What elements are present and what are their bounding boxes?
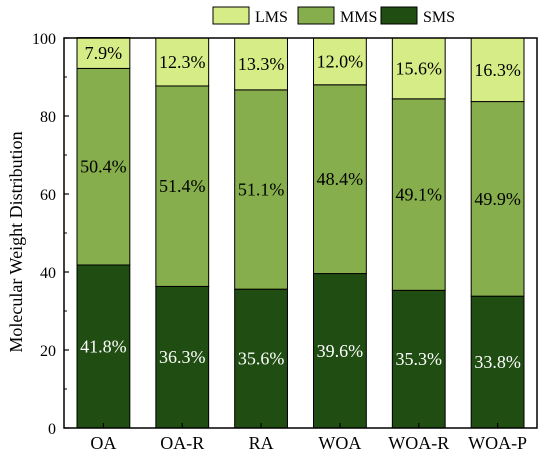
legend-label-mms: MMS bbox=[340, 9, 377, 26]
bar-lms-woa bbox=[313, 37, 367, 86]
data-label-lms-woa: 12.0% bbox=[317, 51, 364, 71]
y-axis-label: Molecular Weight Distribution bbox=[6, 131, 26, 352]
data-label-lms-woa-r: 15.6% bbox=[396, 58, 443, 78]
x-tick-label: RA bbox=[249, 433, 274, 453]
data-label-sms-ra: 35.6% bbox=[238, 349, 285, 369]
data-label-mms-oa: 50.4% bbox=[80, 157, 127, 177]
legend-swatch-sms bbox=[380, 6, 418, 25]
y-tick-label: 40 bbox=[40, 265, 56, 282]
data-label-mms-woa-p: 49.9% bbox=[474, 189, 521, 209]
data-label-sms-oa: 41.8% bbox=[80, 336, 127, 356]
bar-lms-woa-r bbox=[391, 37, 446, 100]
y-tick-label: 20 bbox=[40, 343, 56, 360]
data-label-lms-ra: 13.3% bbox=[238, 54, 285, 74]
y-axis: 0 20 40 60 80 100 bbox=[32, 31, 69, 438]
y-tick-label: 80 bbox=[40, 109, 56, 126]
y-tick-label: 60 bbox=[40, 187, 56, 204]
legend: LMS MMS SMS bbox=[212, 6, 455, 26]
x-tick-label: OA-R bbox=[160, 433, 204, 453]
legend-swatch-lms bbox=[212, 6, 250, 25]
data-label-mms-oa-r: 51.4% bbox=[159, 176, 206, 196]
legend-label-lms: LMS bbox=[255, 9, 288, 26]
bar-lms-woa-p bbox=[470, 37, 525, 103]
bar-mms-oa bbox=[76, 67, 131, 266]
data-label-sms-oa-r: 36.3% bbox=[159, 347, 206, 367]
data-label-mms-woa-r: 49.1% bbox=[396, 185, 443, 205]
x-tick-label: WOA-P bbox=[468, 433, 527, 453]
data-label-sms-woa: 39.6% bbox=[317, 341, 364, 361]
bar-sms-woa-p bbox=[470, 295, 525, 429]
legend-label-sms: SMS bbox=[423, 9, 455, 26]
data-label-lms-oa: 7.9% bbox=[85, 43, 123, 63]
x-tick-label: WOA bbox=[318, 433, 361, 453]
bar-lms-oa-r bbox=[155, 37, 210, 87]
x-tick-label: OA bbox=[90, 433, 116, 453]
data-label-mms-ra: 51.1% bbox=[238, 180, 285, 200]
bar-mms-woa-p bbox=[470, 101, 525, 297]
data-labels: 41.8% 50.4% 7.9% 36.3% 51.4% 12.3% 35.6% 51.1% 1… bbox=[80, 43, 521, 372]
bar-mms-ra bbox=[234, 89, 288, 290]
data-label-lms-woa-p: 16.3% bbox=[474, 60, 521, 80]
y-tick-label: 0 bbox=[48, 421, 56, 438]
data-label-sms-woa-p: 33.8% bbox=[474, 352, 521, 372]
y-tick-label: 100 bbox=[32, 31, 56, 48]
data-label-mms-woa: 48.4% bbox=[317, 169, 364, 189]
x-axis: OA OA-R RA WOA WOA-R WOA-P bbox=[90, 423, 527, 453]
data-label-sms-woa-r: 35.3% bbox=[396, 349, 443, 369]
bar-mms-oa-r bbox=[155, 85, 210, 287]
bar-sms-oa bbox=[76, 264, 131, 429]
bar-sms-woa bbox=[313, 273, 367, 429]
bar-lms-ra bbox=[234, 37, 288, 91]
legend-swatch-mms bbox=[297, 6, 335, 25]
bar-mms-woa bbox=[313, 84, 367, 275]
x-tick-label: WOA-R bbox=[388, 433, 449, 453]
bar-sms-woa-r bbox=[391, 289, 446, 429]
bar-sms-oa-r bbox=[155, 285, 210, 429]
data-label-lms-oa-r: 12.3% bbox=[159, 52, 206, 72]
plot-frame bbox=[63, 37, 538, 429]
bars bbox=[76, 37, 525, 429]
